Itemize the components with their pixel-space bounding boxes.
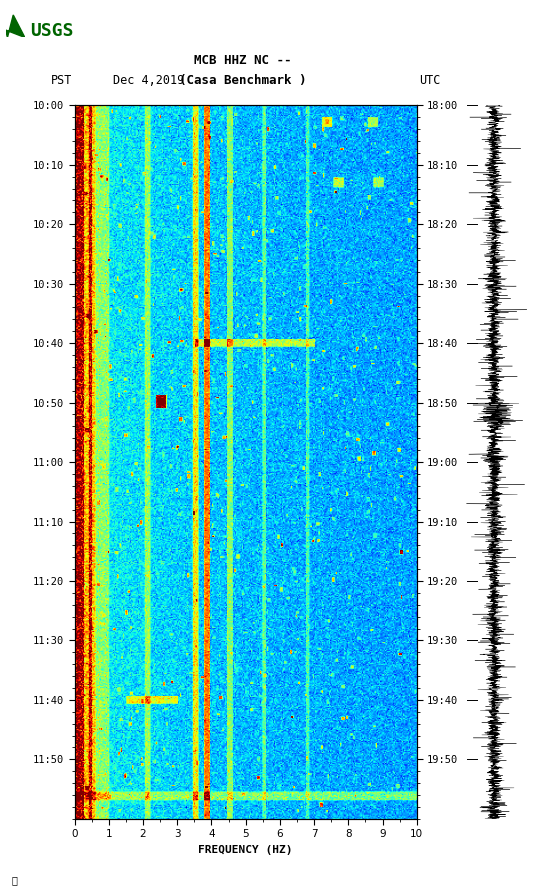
- Text: Ⓜ: Ⓜ: [11, 875, 17, 885]
- Text: PST: PST: [50, 74, 72, 87]
- Text: Dec 4,2019: Dec 4,2019: [113, 74, 184, 87]
- Text: (Casa Benchmark ): (Casa Benchmark ): [179, 74, 306, 87]
- X-axis label: FREQUENCY (HZ): FREQUENCY (HZ): [198, 845, 293, 855]
- Text: UTC: UTC: [420, 74, 441, 87]
- Polygon shape: [6, 15, 25, 37]
- Text: MCB HHZ NC --: MCB HHZ NC --: [194, 54, 291, 67]
- Text: USGS: USGS: [30, 22, 74, 40]
